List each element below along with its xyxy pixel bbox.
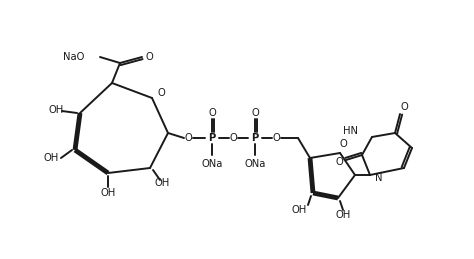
Text: OH: OH [49, 105, 64, 115]
Text: HN: HN [343, 126, 358, 136]
Text: OH: OH [100, 188, 116, 198]
Text: O: O [145, 52, 153, 62]
Text: O: O [335, 157, 343, 167]
Text: O: O [208, 108, 216, 118]
Text: O: O [229, 133, 237, 143]
Text: OH: OH [336, 210, 351, 220]
Text: O: O [400, 102, 408, 112]
Text: NaO: NaO [63, 52, 84, 62]
Text: P: P [251, 133, 259, 143]
Text: O: O [251, 108, 259, 118]
Text: ONa: ONa [244, 159, 266, 169]
Text: O: O [184, 133, 192, 143]
Text: O: O [157, 88, 165, 98]
Text: OH: OH [44, 153, 59, 163]
Text: O: O [272, 133, 280, 143]
Text: OH: OH [155, 178, 170, 188]
Text: O: O [339, 139, 347, 149]
Text: N: N [375, 173, 383, 183]
Text: OH: OH [292, 205, 307, 215]
Text: ONa: ONa [201, 159, 223, 169]
Text: P: P [209, 133, 216, 143]
